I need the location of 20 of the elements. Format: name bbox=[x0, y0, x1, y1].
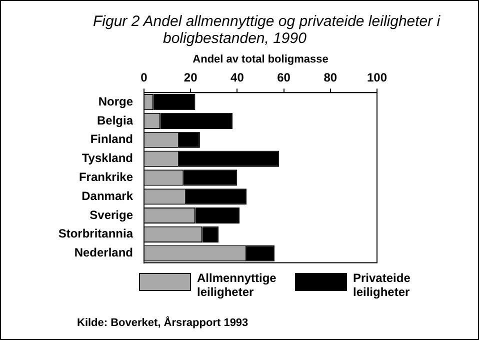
legend-label: Allmennyttige leiligheter bbox=[197, 271, 277, 299]
x-tick-label: 20 bbox=[184, 70, 198, 85]
text: Kilde: Boverket, Årsrapport 1993 bbox=[77, 317, 248, 329]
y-tick-label: Nederland bbox=[74, 246, 133, 260]
y-tick-label: Danmark bbox=[82, 188, 134, 203]
y-tick-label: Norge bbox=[98, 94, 134, 108]
x-tick-label: 80 bbox=[324, 70, 338, 85]
x-tick-label: 0 bbox=[140, 70, 148, 85]
legend-label: Privateide leiligheter bbox=[353, 271, 412, 299]
x-tick-label: 60 bbox=[277, 70, 291, 85]
chart-title: Figur 2 Andel allmennyttige og privateide leiligheter i boligbestanden, 1990 bbox=[93, 13, 442, 47]
x-tick-label: 40 bbox=[230, 70, 244, 85]
y-tick-label: Belgia bbox=[96, 113, 134, 128]
y-tick-label: Frankrike bbox=[78, 170, 134, 184]
x-tick-label: 100 bbox=[366, 70, 388, 85]
y-tick-label: Tyskland bbox=[82, 151, 133, 166]
x-axis-title: Andel av total boligmasse bbox=[192, 54, 328, 66]
y-tick-label: Storbritannia bbox=[58, 226, 134, 241]
y-tick-label: Sverige bbox=[90, 208, 134, 222]
y-tick-label: Finland bbox=[90, 132, 133, 146]
